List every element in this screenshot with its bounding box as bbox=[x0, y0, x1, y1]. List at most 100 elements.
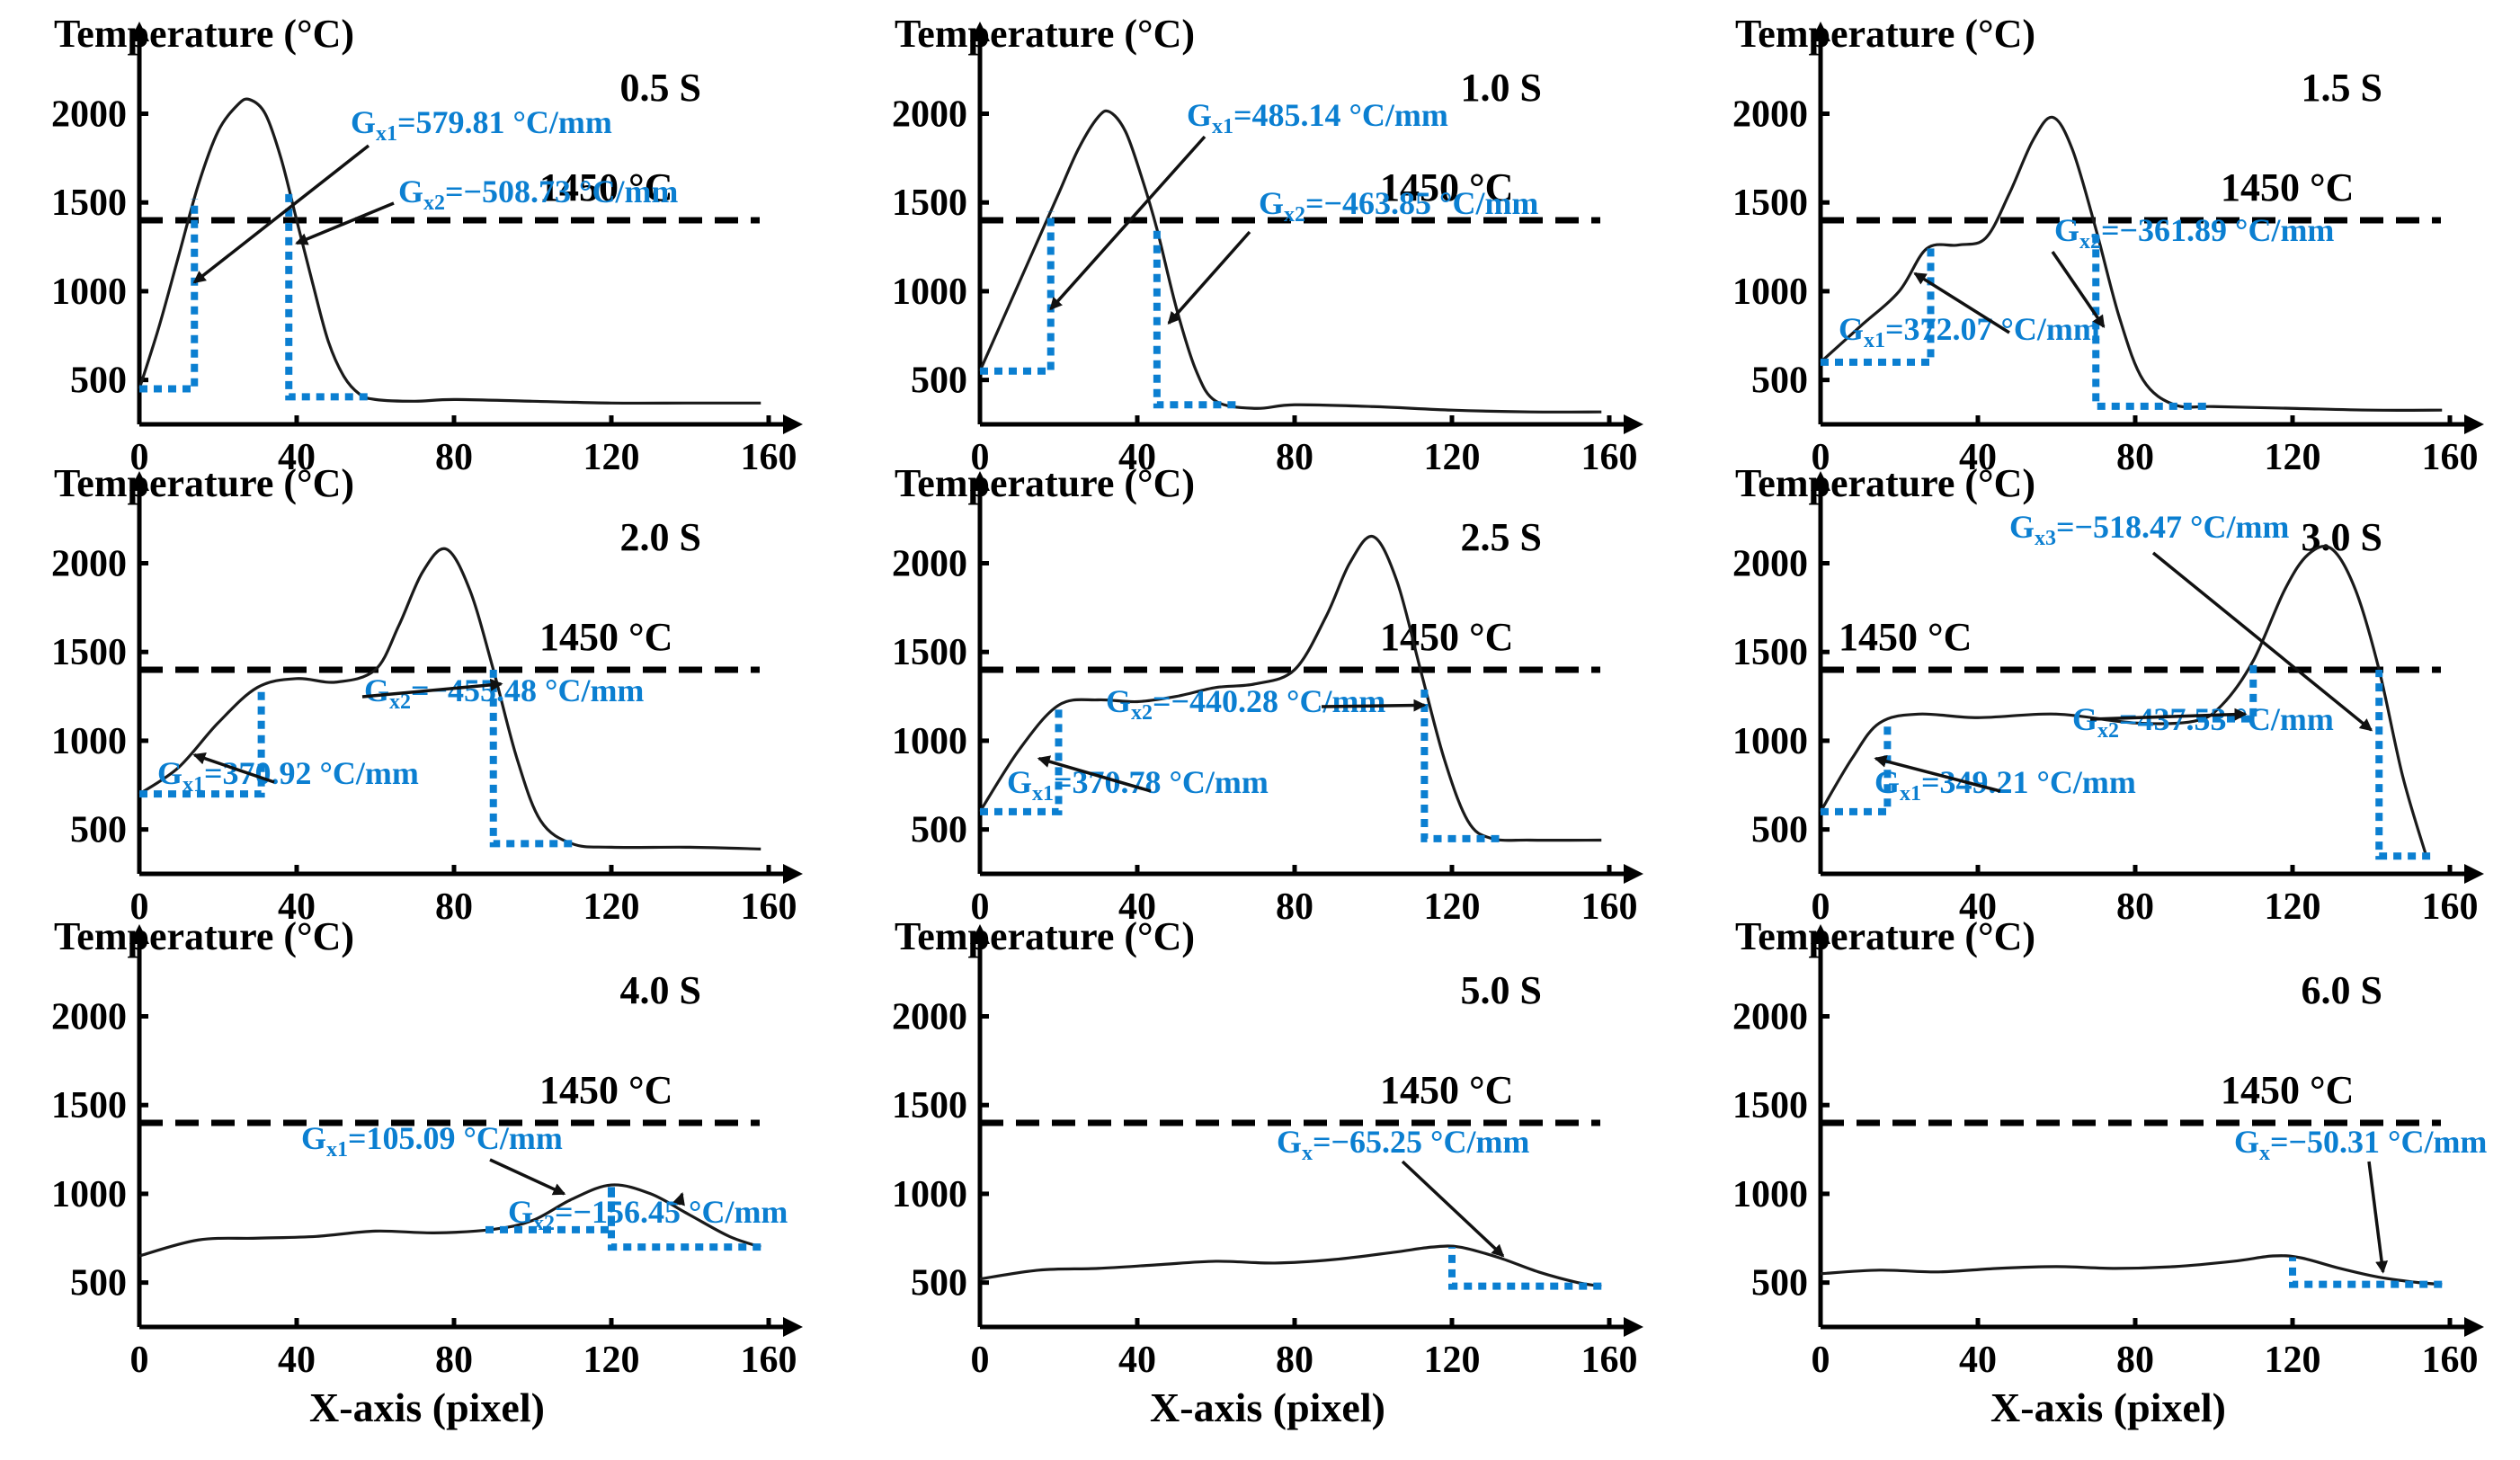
gradient-label: Gx3=−518.47 °C/mm bbox=[2009, 509, 2289, 550]
gradient-label: Gx2=−156.45 °C/mm bbox=[508, 1194, 788, 1235]
y-axis-label: Temperature (°C) bbox=[54, 461, 354, 505]
x-axis-label: X-axis (pixel) bbox=[1990, 1384, 2226, 1430]
threshold-label: 1450 °C bbox=[1380, 615, 1513, 659]
y-tick-label: 1000 bbox=[892, 272, 967, 313]
gradient-bracket bbox=[608, 1185, 761, 1251]
y-tick-label: 2000 bbox=[1732, 93, 1808, 135]
x-tick-label: 160 bbox=[2422, 886, 2479, 928]
arrow bbox=[1049, 135, 1207, 311]
temperature-curve bbox=[1819, 115, 2443, 412]
arrow bbox=[295, 201, 395, 245]
panel-title: 0.5 S bbox=[620, 66, 701, 110]
gradient-label: Gx=−50.31 °C/mm bbox=[2234, 1124, 2487, 1165]
y-tick-label: 1000 bbox=[1732, 272, 1808, 313]
arrow bbox=[1874, 754, 2001, 793]
y-axis-label: Temperature (°C) bbox=[1735, 914, 2035, 958]
y-tick-label: 500 bbox=[911, 810, 967, 851]
x-tick-label: 40 bbox=[1118, 1340, 1156, 1381]
x-tick-label: 40 bbox=[278, 437, 316, 478]
y-tick-label: 1000 bbox=[51, 272, 127, 313]
x-tick-label: 0 bbox=[130, 437, 149, 478]
arrow bbox=[1401, 1160, 1505, 1258]
x-tick-label: 80 bbox=[1276, 886, 1313, 928]
gradient-bracket bbox=[139, 686, 265, 798]
temperature-curve bbox=[138, 547, 761, 850]
y-tick-label: 2000 bbox=[1732, 543, 1808, 584]
arrow bbox=[1913, 272, 2010, 334]
y-tick-label: 2000 bbox=[51, 543, 127, 584]
x-axis-label: X-axis (pixel) bbox=[309, 1384, 545, 1430]
y-tick-label: 1000 bbox=[1732, 1174, 1808, 1215]
x-tick-label: 40 bbox=[1959, 886, 1997, 928]
x-tick-label: 160 bbox=[741, 886, 797, 928]
threshold-label: 1450 °C bbox=[539, 615, 672, 659]
y-tick-label: 1000 bbox=[892, 1174, 967, 1215]
y-tick-label: 2000 bbox=[892, 996, 967, 1037]
x-tick-label: 40 bbox=[278, 1340, 316, 1381]
x-tick-label: 0 bbox=[130, 886, 149, 928]
panel-title: 1.0 S bbox=[1461, 66, 1542, 110]
y-tick-label: 1500 bbox=[51, 632, 127, 673]
panel-50: Temperature (°C) 500 1000 1500 2000 0 40 80 120 1… bbox=[892, 914, 1643, 1430]
x-tick-label: 40 bbox=[1118, 437, 1156, 478]
panel-title: 4.0 S bbox=[620, 968, 701, 1012]
y-tick-label: 1000 bbox=[51, 1174, 127, 1215]
x-tick-label: 80 bbox=[1276, 1340, 1313, 1381]
y-tick-label: 1500 bbox=[1732, 182, 1808, 224]
panel-title: 2.0 S bbox=[620, 515, 701, 559]
arrow bbox=[2051, 251, 2106, 329]
y-tick-label: 1500 bbox=[1732, 632, 1808, 673]
temperature-curve bbox=[1820, 1254, 2443, 1286]
y-tick-label: 1000 bbox=[892, 721, 967, 762]
gradient-bracket bbox=[1448, 1247, 1602, 1290]
x-tick-label: 80 bbox=[2116, 437, 2154, 478]
panel-15: Temperature (°C) 500 1000 1500 2000 0 40 80 120 1… bbox=[1732, 12, 2484, 478]
x-tick-label: 40 bbox=[1118, 886, 1156, 928]
gradient-bracket bbox=[1153, 228, 1236, 409]
gradient-bracket bbox=[2092, 228, 2206, 410]
x-tick-label: 40 bbox=[1959, 1340, 1997, 1381]
x-tick-label: 0 bbox=[971, 1340, 990, 1381]
arrow bbox=[192, 144, 370, 284]
gradient-bracket bbox=[1821, 248, 1935, 366]
x-tick-label: 0 bbox=[1812, 437, 1830, 478]
x-tick-label: 120 bbox=[2265, 886, 2321, 928]
y-axis-label: Temperature (°C) bbox=[1735, 461, 2035, 505]
x-tick-label: 160 bbox=[1581, 886, 1638, 928]
x-tick-label: 80 bbox=[435, 1340, 473, 1381]
gradient-bracket bbox=[980, 211, 1055, 375]
arrow bbox=[192, 752, 275, 784]
temperature-curve bbox=[978, 109, 1602, 414]
y-tick-label: 2000 bbox=[51, 93, 127, 135]
gradient-label: Gx1=105.09 °C/mm bbox=[301, 1120, 563, 1162]
gradient-label: Gx1=370.78 °C/mm bbox=[1007, 764, 1269, 806]
panel-05: Temperature (°C) 500 1000 1500 2000 0 40 80 120 1… bbox=[51, 12, 803, 478]
y-tick-label: 1000 bbox=[51, 721, 127, 762]
panel-25: Temperature (°C) 500 1000 1500 2000 0 40 80 120 1… bbox=[892, 461, 1643, 928]
arrow bbox=[489, 1158, 566, 1196]
y-tick-label: 500 bbox=[70, 361, 127, 402]
panel-title: 2.5 S bbox=[1461, 515, 1542, 559]
y-tick-label: 2000 bbox=[51, 996, 127, 1037]
gradient-bracket bbox=[1821, 721, 1892, 815]
threshold-label: 1450 °C bbox=[2221, 165, 2354, 209]
x-tick-label: 40 bbox=[1959, 437, 1997, 478]
x-tick-label: 40 bbox=[278, 886, 316, 928]
y-tick-label: 500 bbox=[1751, 1263, 1808, 1304]
y-axis-label: Temperature (°C) bbox=[895, 914, 1195, 958]
x-tick-label: 120 bbox=[583, 886, 640, 928]
y-axis-label: Temperature (°C) bbox=[895, 461, 1195, 505]
y-tick-label: 1500 bbox=[892, 1085, 967, 1126]
x-tick-label: 120 bbox=[1424, 886, 1481, 928]
arrow bbox=[1167, 230, 1251, 325]
y-tick-label: 1500 bbox=[1732, 1085, 1808, 1126]
gradient-label: Gx2=−463.85 °C/mm bbox=[1259, 185, 1538, 227]
arrow bbox=[2151, 551, 2373, 732]
gradient-label: Gx2=−508.73 °C/mm bbox=[398, 174, 678, 215]
temperature-curve bbox=[1819, 545, 2428, 857]
gradient-label: Gx1=372.07 °C/mm bbox=[1839, 311, 2100, 352]
x-tick-label: 120 bbox=[1424, 1340, 1481, 1381]
y-tick-label: 2000 bbox=[892, 543, 967, 584]
x-tick-label: 160 bbox=[741, 437, 797, 478]
y-axis-label: Temperature (°C) bbox=[54, 914, 354, 958]
